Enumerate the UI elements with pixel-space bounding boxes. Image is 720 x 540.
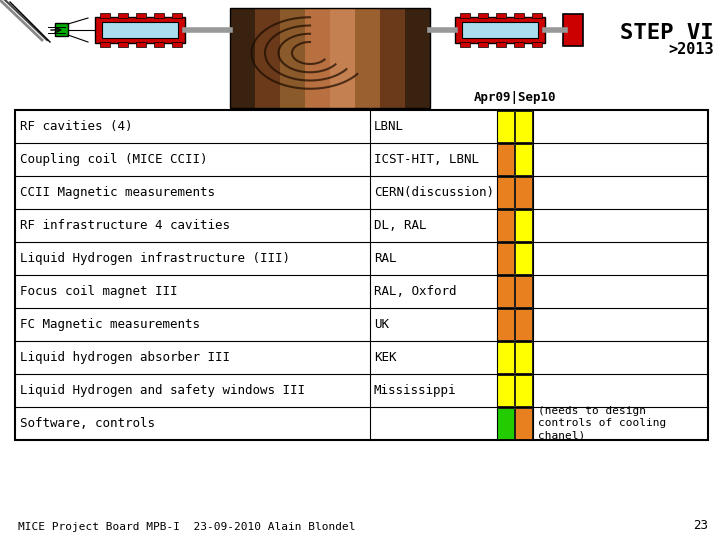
Text: CERN(discussion): CERN(discussion)	[374, 186, 494, 199]
Bar	[455, 17, 545, 43]
Bar	[460, 42, 470, 47]
Text: STEP VI: STEP VI	[621, 23, 714, 43]
Text: RF cavities (4): RF cavities (4)	[20, 120, 132, 133]
Bar	[154, 42, 164, 47]
Bar	[563, 14, 583, 46]
Bar	[15, 110, 708, 440]
Bar	[280, 8, 305, 108]
Bar	[460, 13, 470, 18]
Bar	[100, 13, 110, 18]
Bar	[497, 276, 514, 307]
Bar	[100, 42, 110, 47]
Bar	[154, 13, 164, 18]
Bar	[255, 8, 280, 108]
Bar	[515, 375, 532, 406]
Bar	[230, 8, 255, 108]
Text: >2013: >2013	[668, 43, 714, 57]
Bar	[497, 243, 514, 274]
Text: Apr09|Sep10: Apr09|Sep10	[474, 91, 557, 105]
Bar	[230, 8, 430, 108]
Bar	[515, 276, 532, 307]
Text: FC Magnetic measurements: FC Magnetic measurements	[20, 318, 200, 331]
Bar	[95, 17, 185, 43]
Text: Liquid Hydrogen and safety windows III: Liquid Hydrogen and safety windows III	[20, 384, 305, 397]
Bar	[355, 8, 380, 108]
Bar	[497, 210, 514, 241]
Text: Coupling coil (MICE CCII): Coupling coil (MICE CCII)	[20, 153, 207, 166]
Bar	[497, 342, 514, 373]
Bar	[532, 13, 542, 18]
Bar	[136, 42, 146, 47]
Bar	[478, 13, 488, 18]
Bar	[515, 408, 532, 439]
Text: KEK: KEK	[374, 351, 397, 364]
Text: Liquid Hydrogen infrastructure (III): Liquid Hydrogen infrastructure (III)	[20, 252, 290, 265]
Text: RF infrastructure 4 cavities: RF infrastructure 4 cavities	[20, 219, 230, 232]
Bar	[515, 177, 532, 208]
Bar	[118, 13, 128, 18]
Text: (needs to design
controls of cooling
chanel): (needs to design controls of cooling cha…	[538, 406, 666, 441]
Bar	[514, 42, 524, 47]
Bar	[515, 243, 532, 274]
Text: RAL: RAL	[374, 252, 397, 265]
Bar	[102, 22, 178, 38]
Bar	[462, 22, 538, 38]
Bar	[55, 23, 68, 36]
Bar	[172, 42, 182, 47]
Bar	[532, 42, 542, 47]
Bar	[496, 13, 506, 18]
Bar	[118, 42, 128, 47]
Bar	[497, 111, 514, 142]
Text: RAL, Oxford: RAL, Oxford	[374, 285, 456, 298]
Bar	[515, 309, 532, 340]
Text: DL, RAL: DL, RAL	[374, 219, 426, 232]
Text: Liquid hydrogen absorber III: Liquid hydrogen absorber III	[20, 351, 230, 364]
Bar	[405, 8, 430, 108]
Bar	[172, 13, 182, 18]
Text: Software, controls: Software, controls	[20, 417, 155, 430]
Bar	[515, 210, 532, 241]
Bar	[497, 309, 514, 340]
Bar	[496, 42, 506, 47]
Bar	[515, 111, 532, 142]
Bar	[497, 408, 514, 439]
Bar	[305, 8, 330, 108]
Bar	[497, 177, 514, 208]
Text: CCII Magnetic measurements: CCII Magnetic measurements	[20, 186, 215, 199]
Text: Focus coil magnet III: Focus coil magnet III	[20, 285, 178, 298]
Bar	[478, 42, 488, 47]
Text: MICE Project Board MPB-I  23-09-2010 Alain Blondel: MICE Project Board MPB-I 23-09-2010 Alai…	[18, 522, 356, 532]
Text: LBNL: LBNL	[374, 120, 404, 133]
Bar	[515, 342, 532, 373]
Bar	[380, 8, 405, 108]
Text: UK: UK	[374, 318, 389, 331]
Bar	[497, 144, 514, 175]
Bar	[497, 375, 514, 406]
Text: ICST-HIT, LBNL: ICST-HIT, LBNL	[374, 153, 479, 166]
Bar	[514, 13, 524, 18]
Bar	[136, 13, 146, 18]
Bar	[330, 8, 355, 108]
Text: Mississippi: Mississippi	[374, 384, 456, 397]
Text: 23: 23	[693, 519, 708, 532]
Bar	[515, 144, 532, 175]
